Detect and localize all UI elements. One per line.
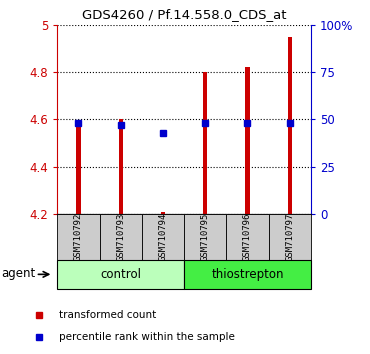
Bar (161, 212, 165, 214)
Bar (100, 214, 142, 260)
Text: GSM710795: GSM710795 (201, 213, 210, 261)
Text: thiostrepton: thiostrepton (211, 268, 284, 281)
Text: GSM710794: GSM710794 (158, 213, 168, 261)
Bar (57, 214, 100, 260)
Text: transformed count: transformed count (59, 310, 157, 320)
Text: percentile rank within the sample: percentile rank within the sample (59, 332, 235, 342)
Bar (287, 36, 292, 214)
Bar (184, 260, 311, 289)
Bar (76, 127, 81, 214)
Bar (245, 67, 249, 214)
Text: GSM710797: GSM710797 (285, 213, 294, 261)
Text: GSM710793: GSM710793 (116, 213, 125, 261)
Bar (57, 260, 184, 289)
Text: GSM710792: GSM710792 (74, 213, 83, 261)
Bar (203, 72, 207, 214)
Text: agent: agent (1, 267, 36, 280)
Bar (119, 119, 123, 214)
Text: control: control (100, 268, 141, 281)
Bar (269, 214, 311, 260)
Text: GSM710796: GSM710796 (243, 213, 252, 261)
Bar (226, 214, 269, 260)
Bar (142, 214, 184, 260)
Title: GDS4260 / Pf.14.558.0_CDS_at: GDS4260 / Pf.14.558.0_CDS_at (82, 8, 286, 21)
Bar (184, 214, 226, 260)
